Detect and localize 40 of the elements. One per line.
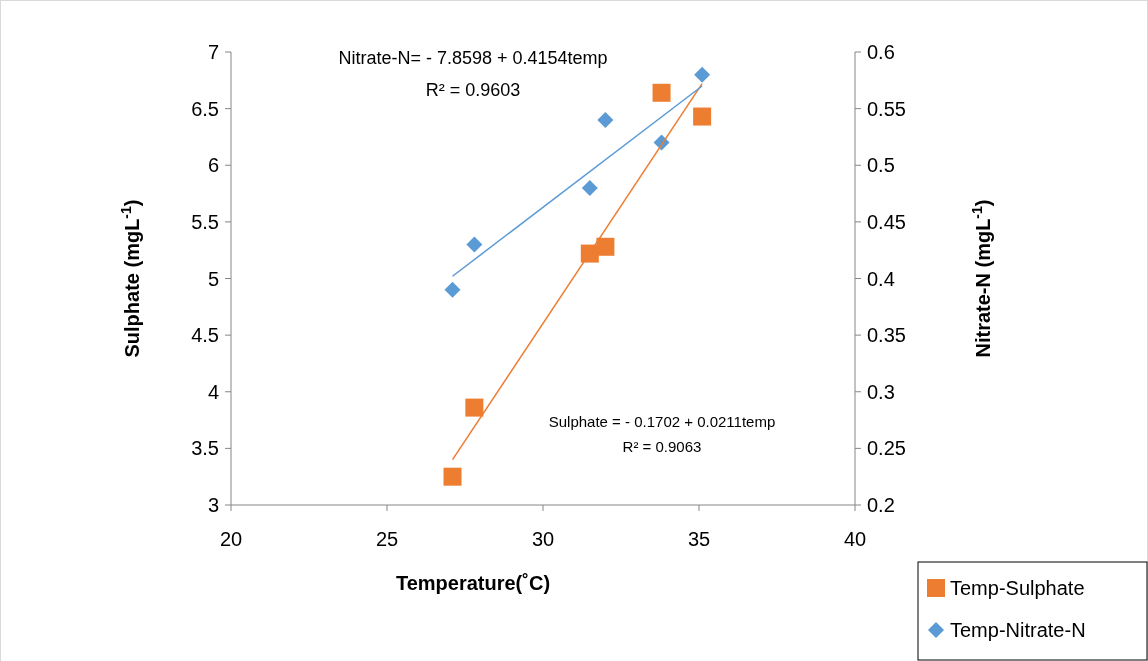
y2-tick-label: 0.55 <box>867 97 906 120</box>
y-tick-label: 4.5 <box>191 324 219 347</box>
y2-tick-label: 0.25 <box>867 437 906 460</box>
point <box>597 111 614 128</box>
x-tick-label: 40 <box>843 528 867 550</box>
x-tick-label: 35 <box>687 528 711 550</box>
y2-tick-label: 0.3 <box>867 380 895 403</box>
y-tick-label: 3.5 <box>191 437 219 460</box>
y-tick-label: 5.5 <box>191 210 219 233</box>
y-tick-label: 5 <box>207 267 219 290</box>
y2-tick-label: 0.5 <box>867 154 895 177</box>
y2-tick-label: 0.2 <box>867 494 895 516</box>
x-tick-label: 20 <box>219 528 243 550</box>
y-tick-label: 6 <box>207 154 219 177</box>
y-tick-label: 4 <box>207 380 219 403</box>
point <box>465 398 484 417</box>
y-tick-label: 6.5 <box>191 97 219 120</box>
x-axis-title: Temperature(˚C) <box>395 572 551 594</box>
point <box>596 237 615 256</box>
y2-tick-label: 0.4 <box>867 267 895 290</box>
point <box>652 83 671 102</box>
annotation: Nitrate-N= - 7.8598 + 0.4154temp <box>338 48 608 68</box>
y2-tick-label: 0.45 <box>867 210 906 233</box>
x-tick-label: 25 <box>375 528 399 550</box>
annotation: Sulphate = - 0.1702 + 0.0211temp <box>548 413 776 430</box>
point <box>466 236 483 253</box>
legend-label: Temp-Sulphate <box>950 577 1085 599</box>
y-tick-label: 7 <box>207 41 219 63</box>
annotation: R² = 0.9063 <box>622 438 702 455</box>
y-tick-label: 3 <box>207 494 219 516</box>
y2-tick-label: 0.35 <box>867 324 906 347</box>
annotation: R² = 0.9603 <box>425 80 521 100</box>
point <box>581 179 598 196</box>
point <box>444 281 461 298</box>
legend-label: Temp-Nitrate-N <box>950 619 1086 641</box>
point <box>694 66 711 83</box>
y2-tick-label: 0.6 <box>867 41 895 63</box>
x-tick-label: 30 <box>531 528 555 550</box>
point <box>443 467 462 486</box>
point <box>693 107 712 126</box>
